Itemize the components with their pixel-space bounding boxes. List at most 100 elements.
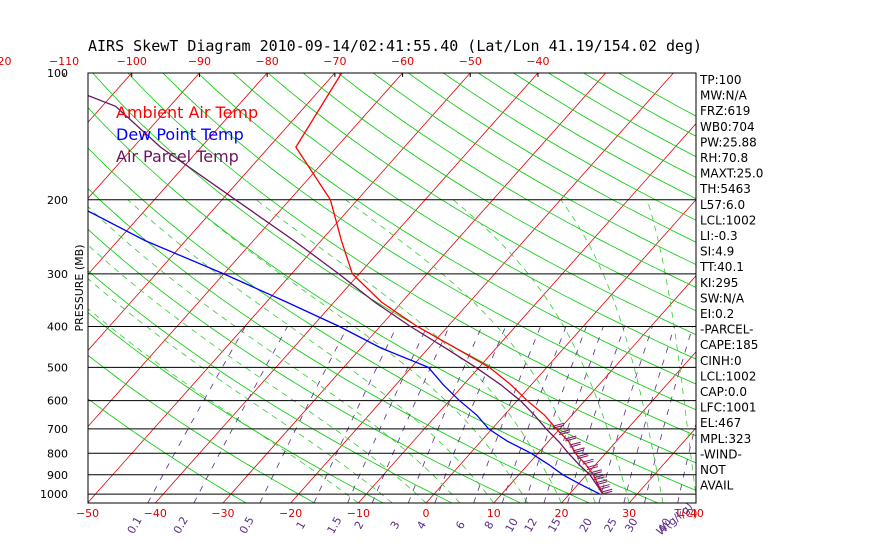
- mixing-ratio-tick-label: 2: [352, 519, 367, 532]
- wind-barb: [601, 490, 613, 495]
- pressure-tick-label: 600: [47, 395, 68, 408]
- pressure-tick-label: 500: [47, 361, 68, 374]
- wind-barb: [586, 466, 599, 471]
- isotherm-line: [154, 73, 539, 503]
- isotherm-line: [88, 73, 471, 503]
- moist-adiabat-line: [88, 308, 359, 503]
- dry-adiabat-line: [88, 398, 247, 503]
- mixing-ratio-line: [371, 326, 450, 503]
- moist-adiabat-line: [88, 244, 427, 503]
- bottom-temperature-tick-label: 20: [554, 507, 568, 520]
- bottom-temperature-tick-label: 10: [487, 507, 501, 520]
- index-entry: EL:467: [700, 416, 741, 430]
- moist-adiabat-line: [560, 199, 664, 503]
- dry-adiabat-line: [197, 73, 696, 385]
- mixing-ratio-line: [677, 422, 696, 503]
- wind-barb: [552, 424, 565, 429]
- index-entry: MAXT:25.0: [700, 167, 763, 181]
- index-entry: TP:100: [699, 73, 742, 87]
- mixing-ratio-tick-label: 8: [482, 519, 497, 532]
- isotherm-line: [222, 73, 606, 503]
- legend-entry: Ambient Air Temp: [116, 103, 258, 122]
- dry-adiabat-line: [88, 270, 453, 503]
- legend-entry: Dew Point Temp: [116, 125, 244, 144]
- mixing-ratio-line: [193, 326, 288, 503]
- axis-labels: 1002003004005006007008009001000PRESSURE …: [0, 55, 704, 538]
- top-temperature-tick-label: −60: [391, 55, 414, 68]
- mixing-ratio-tick-label: 1: [294, 519, 309, 532]
- mixing-ratio-line: [623, 326, 675, 503]
- wind-barb: [558, 429, 571, 434]
- dry-adiabat-line: [232, 73, 696, 360]
- mixing-ratio-tick-label: 0.2: [171, 514, 191, 536]
- y-axis-label: PRESSURE (MB): [73, 245, 86, 332]
- moist-adiabat-line: [88, 206, 461, 503]
- isotherm-line: [765, 73, 870, 503]
- top-temperature-tick-label: −120: [0, 55, 11, 68]
- index-entry: WB0:704: [700, 120, 755, 134]
- index-entry: L57:6.0: [700, 198, 745, 212]
- mixing-ratio-line: [598, 326, 653, 503]
- dry-adiabat-line: [88, 187, 590, 503]
- index-entry: -PARCEL-: [700, 323, 754, 337]
- isotherm-line: [0, 73, 64, 503]
- temperature-axis-label: T(C): [674, 507, 698, 520]
- background-grid: [0, 73, 870, 503]
- index-entry: EI:0.2: [700, 307, 734, 321]
- mixing-ratio-line: [434, 326, 506, 503]
- index-entry: MW:N/A: [700, 89, 748, 103]
- parcel-profile-line: [88, 94, 604, 495]
- wind-barbs: [552, 422, 613, 495]
- dry-adiabat-line: [88, 312, 384, 503]
- moist-adiabat-line: [127, 199, 495, 503]
- wind-barb: [593, 474, 605, 479]
- dry-adiabat-line: [88, 147, 659, 503]
- wind-barb: [601, 488, 613, 493]
- bottom-temperature-tick-label: 40: [690, 507, 704, 520]
- wind-barb: [565, 437, 577, 442]
- wind-barb: [582, 460, 594, 465]
- dew-point-profile-line: [88, 210, 601, 495]
- mixing-ratio-tick-label: 6: [453, 519, 468, 532]
- index-entry: FRZ:619: [700, 104, 750, 118]
- index-entry: CINH:0: [700, 354, 742, 368]
- mixing-ratio-line: [407, 326, 483, 503]
- dry-adiabat-line: [372, 73, 696, 266]
- index-entry: RH:70.8: [700, 151, 748, 165]
- moist-adiabat-line: [255, 199, 562, 503]
- mixing-ratio-tick-label: 0.5: [237, 514, 257, 536]
- sounding-profiles: [88, 73, 604, 495]
- temperature-profile-line: [295, 73, 604, 495]
- mixing-ratio-tick-label: 20: [577, 516, 595, 535]
- pressure-tick-label: 100: [47, 67, 68, 80]
- top-temperature-tick-label: −80: [256, 55, 279, 68]
- top-temperature-tick-label: −100: [117, 55, 147, 68]
- index-entry: NOT: [700, 463, 726, 477]
- wind-barb: [582, 458, 594, 463]
- moist-adiabat-line: [646, 199, 696, 500]
- index-entry: SI:4.9: [700, 245, 734, 259]
- pressure-tick-label: 800: [47, 447, 68, 460]
- wind-barb: [586, 464, 599, 469]
- index-entry: -WIND-: [700, 447, 742, 461]
- mixing-ratio-tick-label: 12: [522, 516, 540, 535]
- index-entry: MPL:323: [700, 432, 751, 446]
- plot-frame: [87, 72, 697, 504]
- index-entry: CAP:0.0: [700, 385, 747, 399]
- dry-adiabat-line: [337, 73, 696, 288]
- top-temperature-tick-label: −40: [526, 55, 549, 68]
- mixing-ratio-tick-label: 25: [602, 516, 620, 535]
- mixing-ratio-tick-label: 15: [545, 516, 563, 535]
- moist-adiabat-line: [452, 199, 630, 503]
- bottom-temperature-tick-label: 0: [423, 507, 430, 520]
- wind-barb: [569, 441, 581, 446]
- chart-title: AIRS SkewT Diagram 2010-09-14/02:41:55.4…: [88, 37, 702, 55]
- index-entry: AVAIL: [700, 479, 734, 493]
- index-entry: LI:-0.3: [700, 229, 738, 243]
- index-entry: LCL:1002: [700, 369, 756, 383]
- mixing-ratio-line: [567, 326, 625, 503]
- bottom-temperature-tick-label: −30: [211, 507, 234, 520]
- pressure-tick-label: 300: [47, 268, 68, 281]
- top-temperature-tick-label: −50: [459, 55, 482, 68]
- isotherm-line: [88, 73, 200, 199]
